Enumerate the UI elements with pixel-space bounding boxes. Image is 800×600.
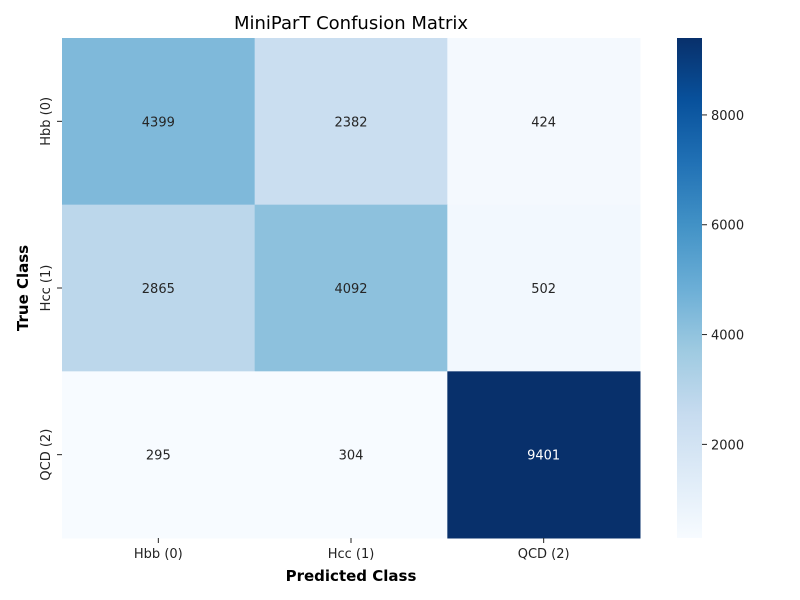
cell-value-r1-c1: 4092 [334,282,367,297]
cell-value-r1-c0: 2865 [142,282,175,297]
y-tick-label-1: Hcc (1) [39,265,54,312]
cell-value-r0-c1: 2382 [334,115,367,130]
colorbar-tick-label-3: 8000 [711,109,744,124]
y-tick-label-2: QCD (2) [39,429,54,481]
heatmap-cell-r0-c0 [62,38,256,206]
heatmap-cell-r2-c2 [447,371,641,539]
y-axis-ticks: Hbb (0) Hcc (1) QCD (2) [39,97,62,481]
y-axis-label: True Class [14,245,32,331]
colorbar-tick-label-0: 2000 [711,438,744,453]
heatmap-cell-r2-c0 [62,371,256,539]
heatmap-cell-labels: 4399 2382 424 2865 4092 502 295 304 9401 [142,115,560,463]
x-tick-label-0: Hbb (0) [134,547,183,562]
cell-value-r2-c0: 295 [146,449,171,464]
cell-value-r0-c0: 4399 [142,115,175,130]
colorbar-ticks: 2000 4000 6000 8000 [702,109,744,453]
heatmap-cell-r0-c1 [254,38,448,206]
cell-value-r0-c2: 424 [531,115,556,130]
heatmap-cell-r2-c1 [254,371,448,539]
x-axis-ticks: Hbb (0) Hcc (1) QCD (2) [134,538,570,562]
heatmap-cell-r1-c1 [254,204,448,372]
y-tick-label-0: Hbb (0) [39,97,54,146]
heatmap-cells [62,38,641,539]
colorbar-tick-label-2: 6000 [711,219,744,234]
heatmap-cell-r0-c2 [447,38,641,206]
x-axis-label: Predicted Class [286,567,417,585]
chart-title: MiniParT Confusion Matrix [234,13,468,34]
colorbar-tick-label-1: 4000 [711,329,744,344]
x-tick-label-2: QCD (2) [518,547,570,562]
heatmap-cell-r1-c0 [62,204,256,372]
cell-value-r1-c2: 502 [531,282,556,297]
colorbar [677,38,702,538]
cell-value-r2-c2: 9401 [527,449,560,464]
heatmap-cell-r1-c2 [447,204,641,372]
cell-value-r2-c1: 304 [339,449,364,464]
x-tick-label-1: Hcc (1) [328,547,375,562]
